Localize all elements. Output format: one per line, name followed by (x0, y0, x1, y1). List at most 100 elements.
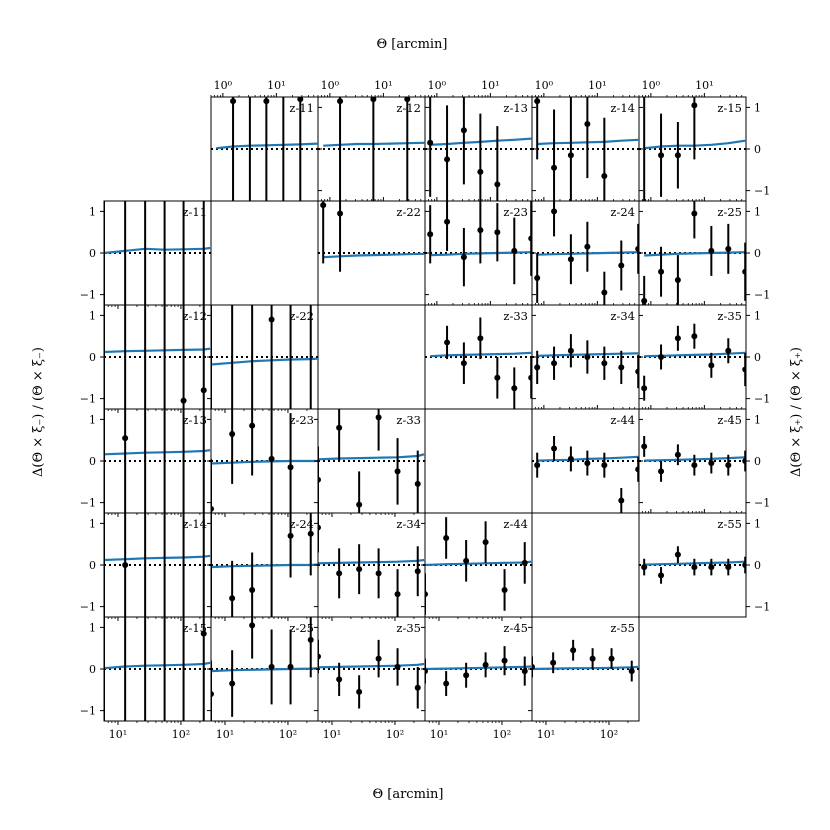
data-point (521, 559, 528, 566)
data-point (674, 335, 681, 342)
data-point (337, 210, 344, 217)
panel-upper-z-15: z-15 −1 0 1 10⁰ 10¹ (638, 79, 770, 202)
data-point (482, 661, 489, 668)
panel-plot-area (104, 617, 211, 721)
data-point (229, 595, 236, 602)
data-point (370, 97, 377, 103)
data-point (641, 385, 648, 392)
x-tick-label: 10⁰ (214, 79, 233, 92)
data-point (394, 468, 401, 475)
panel-label: z-55 (717, 517, 742, 531)
panel-label: z-34 (610, 309, 635, 323)
panel-plot-area (639, 97, 746, 201)
y-tick-label: 1 (754, 413, 761, 426)
data-point (601, 360, 608, 367)
right-y-axis-label: Δ(Θ × ξ₊) / (Θ × ξ₊) (789, 347, 804, 477)
data-point (477, 335, 484, 342)
data-point (601, 289, 608, 296)
data-point (287, 663, 294, 670)
data-point (551, 360, 558, 367)
panel-plot-area (425, 201, 532, 287)
model-curve (211, 357, 318, 366)
data-point (584, 243, 591, 250)
data-point (211, 505, 214, 512)
model-curve (318, 453, 425, 461)
data-point (534, 98, 541, 105)
data-point (567, 152, 574, 159)
panel-upper-z-55: z-55 −1 0 1 (638, 509, 770, 618)
data-point (425, 591, 428, 598)
data-point (658, 152, 665, 159)
data-point (528, 235, 532, 242)
y-tick-label: 1 (754, 205, 761, 218)
data-point (725, 347, 732, 354)
data-point (444, 339, 451, 346)
x-tick-label: 10² (172, 728, 190, 741)
panel-label: z-44 (503, 517, 528, 531)
panel-label: z-33 (503, 309, 528, 323)
panel-label: z-45 (717, 413, 742, 427)
top-x-axis-label: Θ [arcmin] (376, 37, 447, 52)
data-point (658, 572, 665, 579)
panel-label: z-25 (289, 621, 314, 635)
panel-upper-z-44: z-44 (531, 405, 643, 514)
panel-plot-area (211, 305, 318, 409)
data-point (318, 653, 321, 660)
data-point (691, 102, 698, 109)
y-tick-label: 1 (89, 517, 96, 530)
data-point (337, 98, 344, 105)
panel-upper-z-12: z-12 10⁰ 10¹ (317, 79, 429, 202)
data-point (307, 530, 314, 537)
panel-plot-area (104, 513, 211, 617)
y-tick-label: −1 (754, 289, 770, 302)
data-point (287, 464, 294, 471)
panel-lower-z-11: z-11 −1 0 1 (80, 200, 212, 309)
data-point (641, 443, 648, 450)
data-point (641, 564, 648, 571)
panel-plot-area (425, 317, 532, 409)
y-tick-label: 0 (89, 559, 96, 572)
data-point (494, 181, 501, 188)
data-point (708, 362, 715, 369)
left-y-axis-label: Δ(Θ × ξ₋) / (Θ × ξ₋) (31, 347, 46, 477)
x-tick-label: 10⁰ (428, 79, 447, 92)
model-curve (104, 449, 211, 456)
panel-plot-area (318, 639, 425, 709)
y-tick-label: 0 (89, 247, 96, 260)
data-point (460, 254, 467, 261)
data-point (494, 229, 501, 236)
data-point (601, 462, 608, 469)
panel-plot-area (532, 334, 639, 389)
data-point (635, 368, 639, 375)
data-point (268, 663, 275, 670)
panel-upper-z-23: z-23 (424, 197, 536, 306)
data-point (511, 247, 518, 254)
y-tick-label: −1 (754, 393, 770, 406)
y-tick-label: 0 (754, 455, 761, 468)
data-point (211, 690, 214, 697)
panel-plot-area (425, 646, 532, 697)
data-point (122, 435, 129, 442)
data-point (674, 551, 681, 558)
data-point (463, 557, 470, 564)
data-point (356, 566, 363, 573)
data-point (427, 231, 434, 238)
x-tick-label: 10¹ (695, 79, 713, 92)
panel-lower-z-45: z-45 10¹ 10² (421, 616, 533, 741)
panel-label: z-35 (396, 621, 421, 635)
y-tick-label: 0 (754, 351, 761, 364)
panel-upper-z-25: z-25 −1 0 1 (638, 197, 770, 306)
panel-label: z-15 (182, 621, 207, 635)
panel-plot-area (639, 436, 746, 482)
panel-label: z-44 (610, 413, 635, 427)
panel-lower-z-23: z-23 (207, 408, 319, 517)
panel-label: z-24 (610, 205, 635, 219)
panel-plot-area (104, 201, 211, 305)
model-curve (104, 554, 211, 562)
panel-label: z-34 (396, 517, 421, 531)
y-tick-label: 1 (89, 205, 96, 218)
x-tick-label: 10¹ (588, 79, 606, 92)
panel-label: z-11 (182, 205, 207, 219)
y-tick-label: −1 (80, 497, 96, 510)
data-point (318, 524, 321, 531)
